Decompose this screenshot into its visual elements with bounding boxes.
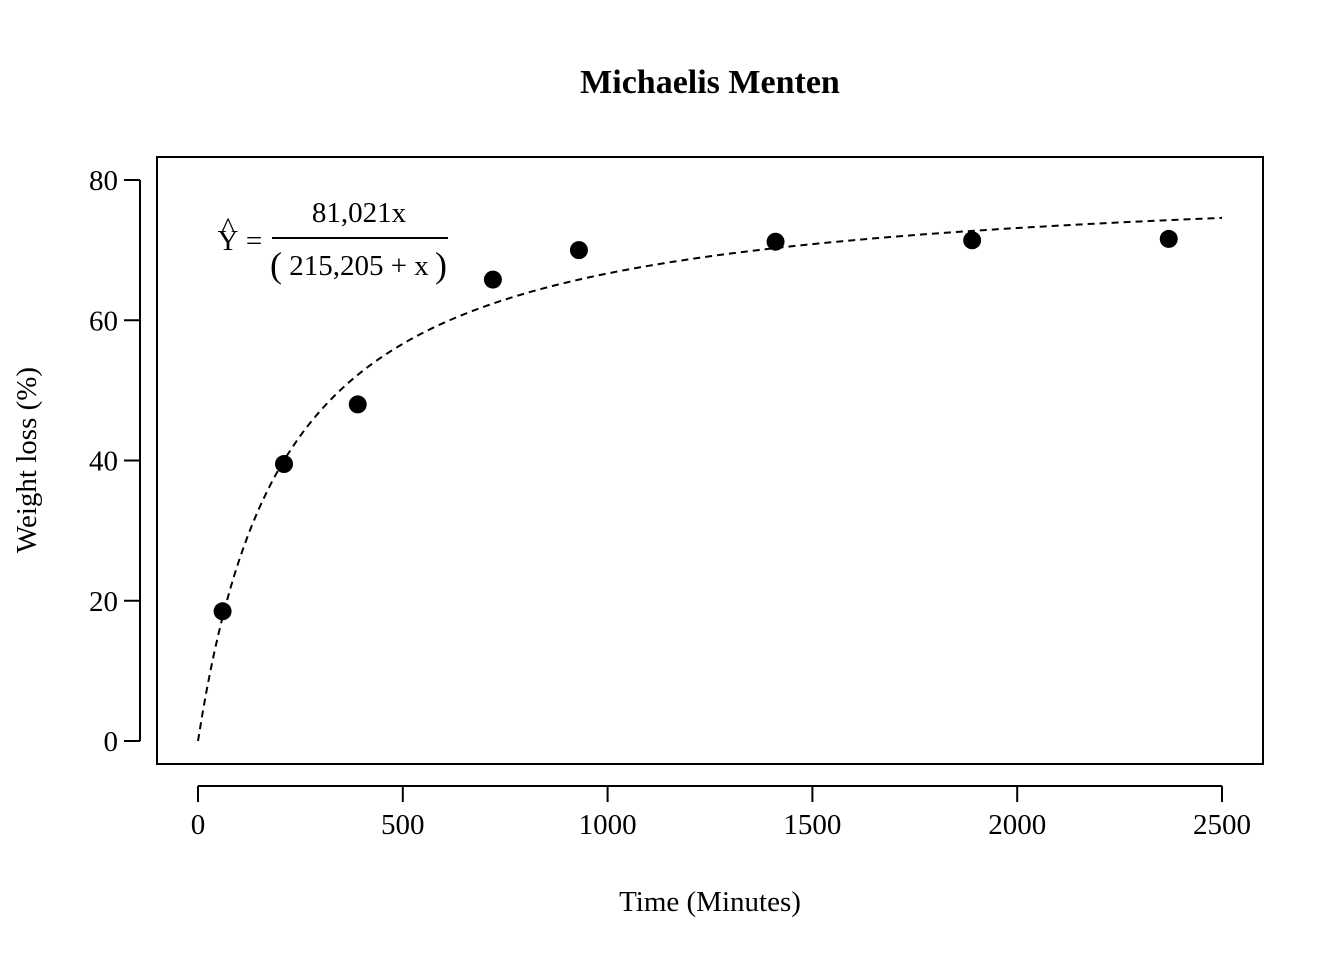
x-tick-label: 1000 [579,809,637,841]
x-axis: 0 500 1000 1500 2000 2500 [191,785,1251,841]
y-axis: 0 20 40 60 80 [89,165,141,758]
data-point [275,455,294,474]
chart-title: Michaelis Menten [580,64,840,101]
x-tick-label: 1500 [783,809,841,841]
x-tick-label: 0 [191,809,206,841]
x-tick-label: 2000 [988,809,1046,841]
equation-hat: ^ [221,212,235,244]
y-tick-label: 40 [89,446,118,478]
x-tick-label: 500 [381,809,425,841]
data-point [1159,229,1178,248]
equation-lhs: Y [218,225,239,257]
x-axis-label: Time (Minutes) [619,886,801,918]
equation-close-paren: ) [435,245,447,285]
equation-denominator: 215,205 + x [289,250,429,282]
data-point [483,270,502,289]
y-tick-label: 20 [89,586,118,618]
equation-open-paren: ( [270,245,282,285]
equation-annotation: ^ Y = 81,021x ( 215,205 + x ) [218,197,448,285]
equation-equals: = [246,225,262,257]
y-axis-label: Weight loss (%) [11,367,43,553]
data-point [348,395,367,414]
data-point [569,241,588,260]
y-tick-label: 80 [89,165,118,197]
data-points [213,229,1178,621]
x-tick-label: 2500 [1193,809,1251,841]
data-point [766,232,785,251]
y-tick-label: 0 [104,726,119,758]
data-point [963,231,982,250]
fit-curve [197,216,1223,742]
data-point [213,602,232,621]
equation-numerator: 81,021x [312,197,407,229]
y-tick-label: 60 [89,305,118,337]
plot-frame [156,156,1264,765]
